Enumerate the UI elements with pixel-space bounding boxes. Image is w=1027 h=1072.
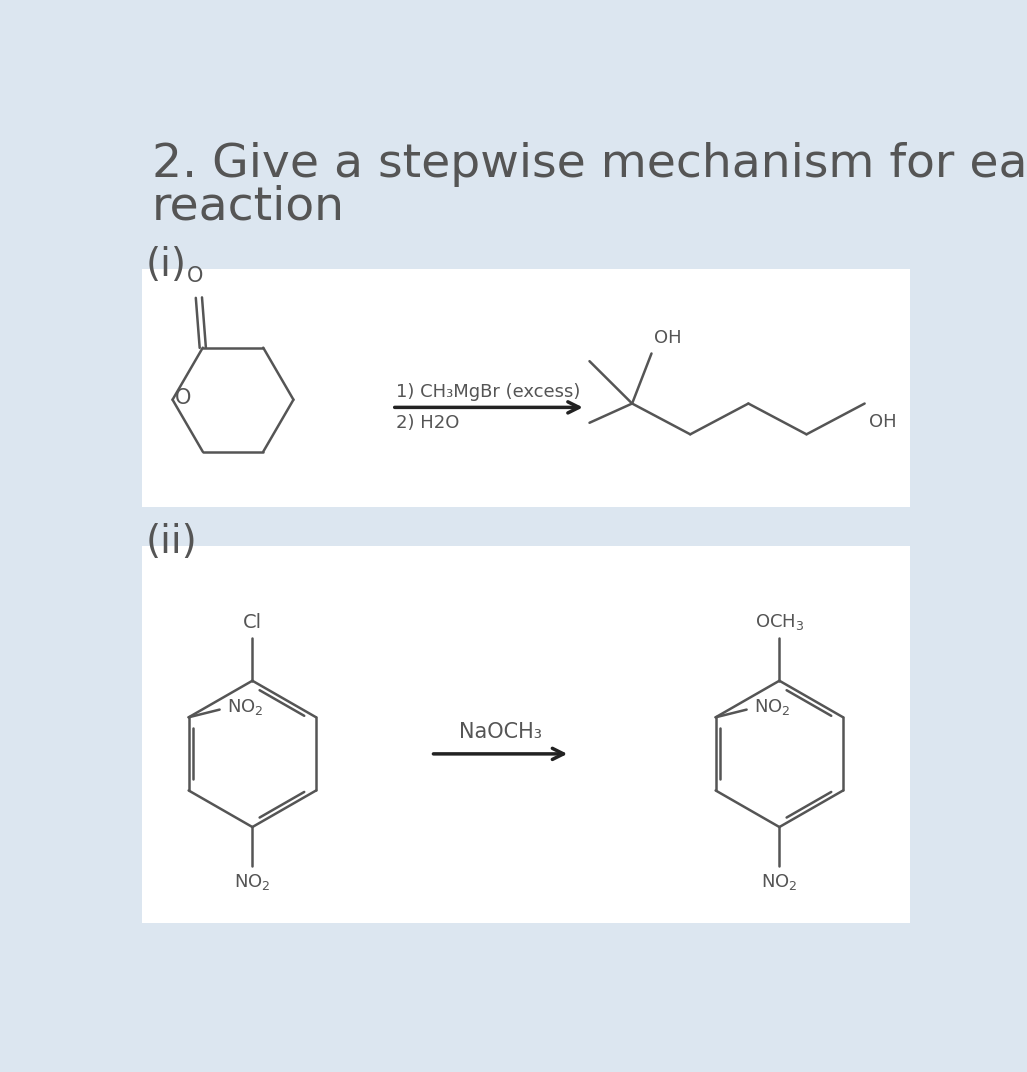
Text: OH: OH xyxy=(869,413,897,431)
Text: NO$_2$: NO$_2$ xyxy=(227,697,264,716)
Bar xyxy=(143,546,910,923)
Text: Cl: Cl xyxy=(242,613,262,632)
Text: O: O xyxy=(187,266,203,286)
Bar xyxy=(143,269,910,507)
Text: NO$_2$: NO$_2$ xyxy=(755,697,791,716)
Text: 1) CH₃MgBr (excess): 1) CH₃MgBr (excess) xyxy=(395,383,580,401)
Text: 2) H2O: 2) H2O xyxy=(395,414,459,432)
Text: (i): (i) xyxy=(146,245,187,284)
Text: OH: OH xyxy=(654,329,682,347)
Text: reaction: reaction xyxy=(152,184,345,229)
Text: O: O xyxy=(176,388,192,408)
Text: OCH$_3$: OCH$_3$ xyxy=(755,612,804,632)
Text: NO$_2$: NO$_2$ xyxy=(234,872,271,892)
Text: 2. Give a stepwise mechanism for each: 2. Give a stepwise mechanism for each xyxy=(152,142,1027,187)
Text: NaOCH₃: NaOCH₃ xyxy=(459,723,542,742)
Text: NO$_2$: NO$_2$ xyxy=(761,872,798,892)
Text: (ii): (ii) xyxy=(146,523,197,561)
